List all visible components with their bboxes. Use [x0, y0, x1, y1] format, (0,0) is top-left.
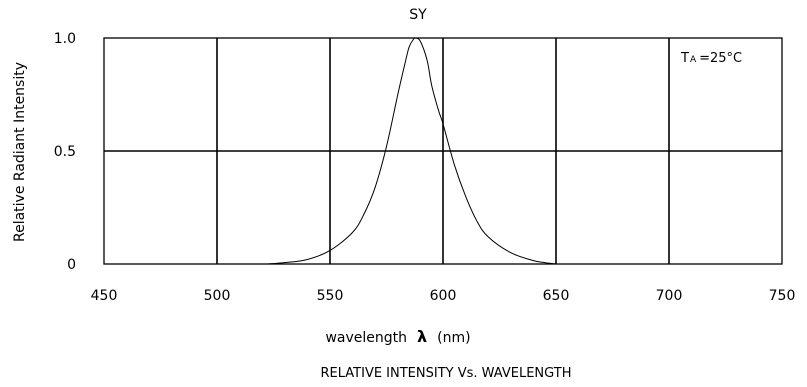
x-tick-labels: 450 500 550 600 650 700 750 [91, 288, 796, 304]
chart-caption: RELATIVE INTENSITY Vs. WAVELENGTH [321, 366, 572, 381]
annotation: TA =25°C [680, 51, 742, 66]
x-tick-label: 650 [543, 288, 570, 304]
grid-lines [104, 38, 782, 264]
y-tick-label: 1.0 [54, 31, 76, 47]
y-tick-labels: 0 0.5 1.0 [54, 31, 76, 273]
chart-title: SY [409, 7, 427, 23]
x-tick-label: 500 [204, 288, 231, 304]
y-tick-label: 0 [67, 257, 76, 273]
y-tick-label: 0.5 [54, 144, 76, 160]
annotation-sub: A [690, 55, 697, 65]
x-axis-label: wavelength λ (nm) [325, 327, 470, 346]
x-axis-label-symbol: λ [417, 327, 427, 346]
series-line [266, 37, 557, 265]
annotation-rest: =25°C [699, 51, 742, 66]
plot-frame [103, 37, 783, 265]
y-axis-label: Relative Radiant Intensity [12, 62, 28, 242]
x-axis-label-unit: (nm) [437, 330, 470, 346]
x-tick-label: 700 [656, 288, 683, 304]
x-tick-label: 750 [769, 288, 796, 304]
x-tick-label: 600 [430, 288, 457, 304]
x-axis-label-text: wavelength [325, 330, 407, 346]
annotation-base: T [680, 51, 689, 66]
x-tick-label: 550 [317, 288, 344, 304]
x-tick-label: 450 [91, 288, 118, 304]
